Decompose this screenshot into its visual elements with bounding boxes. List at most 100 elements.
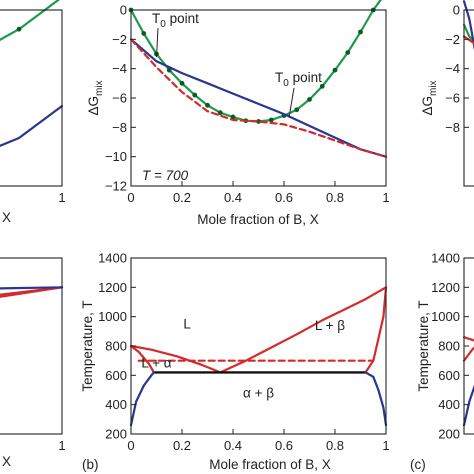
y-axis-label-sub: mix	[94, 80, 105, 96]
region-label-3: α + β	[243, 385, 274, 400]
y-tick-label: −4	[445, 61, 460, 76]
series-point	[141, 31, 147, 36]
temperature-annotation: T = 700	[142, 168, 189, 183]
t0-annotation-right-part: T	[275, 70, 283, 85]
series-point	[16, 26, 22, 32]
y-tick-label: 400	[438, 397, 460, 412]
y-tick-label: −12	[105, 179, 127, 194]
panel-label: (b)	[82, 457, 99, 472]
y-axis-label: ΔGmix	[420, 80, 439, 115]
x-tick-label: 0.2	[173, 438, 191, 453]
t0-annotation-right: T0 point	[275, 70, 322, 89]
y-tick-label: 600	[438, 368, 460, 383]
y-tick-label: 600	[105, 368, 127, 383]
x-tick-label: 1	[58, 190, 65, 205]
y-tick-label: −2	[445, 32, 460, 47]
series-line-1	[462, 336, 474, 342]
x-tick-label: 0.6	[275, 190, 293, 205]
y-tick-label: 0	[453, 3, 460, 18]
x-tick-label: 0	[127, 190, 134, 205]
series-line-7	[364, 371, 388, 427]
x-axis-label-fragment: X	[2, 210, 11, 225]
y-tick-label: 800	[105, 339, 127, 354]
series-point	[358, 29, 363, 35]
series-point	[307, 97, 312, 102]
t0-annotation-right-part: 0	[283, 78, 289, 89]
y-tick-label: 200	[105, 427, 127, 442]
y-tick-label: 800	[438, 339, 460, 354]
series-line-0	[0, 286, 64, 296]
x-tick-label: 1	[382, 190, 389, 205]
series-line-2	[462, 35, 474, 45]
series-line-2	[0, 286, 64, 290]
series-line-1	[0, 286, 64, 298]
y-tick-label: −8	[112, 120, 127, 135]
t0-annotation-left-part: T	[152, 11, 160, 26]
series-point	[230, 114, 236, 120]
x-tick-label: 0.8	[326, 190, 344, 205]
series-line-0	[0, 104, 64, 147]
y-tick-label: −6	[445, 91, 460, 106]
t0-pointer-right	[288, 87, 295, 118]
x-axis-label-fragment: X	[2, 454, 11, 469]
series-line-1	[0, 0, 61, 42]
series-line-1	[129, 38, 388, 158]
y-axis-label: ΔGmix	[86, 80, 105, 115]
y-tick-label: 1400	[431, 251, 460, 266]
y-tick-label: −6	[112, 91, 127, 106]
y-tick-label: 200	[438, 427, 460, 442]
plot-frame	[0, 257, 63, 435]
series-point	[319, 83, 325, 89]
plot-frame	[0, 9, 63, 187]
x-axis-label: Mole fraction of B, X	[209, 457, 331, 472]
y-tick-label: −8	[445, 120, 460, 135]
series-line-2	[129, 344, 155, 374]
y-axis-label: Temperature, T	[80, 300, 95, 391]
series-point	[192, 92, 198, 98]
series-line-1	[219, 286, 388, 374]
region-label-0: L	[183, 316, 191, 331]
series-line-6	[129, 371, 155, 427]
t0-annotation-right-part: point	[289, 70, 322, 85]
y-axis-label-main: ΔG	[86, 96, 101, 116]
t0-pointer-left	[156, 27, 159, 57]
series-point	[256, 119, 261, 124]
x-tick-label: 0.2	[173, 190, 191, 205]
y-tick-label: −4	[112, 61, 127, 76]
y-axis-label: Temperature, T	[416, 300, 431, 391]
series-point	[205, 102, 210, 108]
t0-annotation-left-part: point	[166, 11, 199, 26]
chart-bottom-middle: 0 0.2 0.4 0.6 0.8 1200400600800100012001400Te…	[80, 251, 390, 473]
x-tick-label: 1	[382, 438, 389, 453]
chart-top-left: 0.81X	[0, 0, 66, 225]
t0-annotation-left-part: 0	[160, 19, 166, 30]
series-line-2	[462, 384, 474, 427]
chart-top-right: 0 −2 −4 −6 −8 ΔGmix	[420, 0, 474, 187]
series-line-2	[129, 38, 388, 158]
chart-bottom-left: .81X	[0, 257, 66, 469]
y-tick-label: 1000	[98, 309, 127, 324]
series-point	[332, 67, 338, 73]
y-tick-label: 1000	[431, 309, 460, 324]
y-axis-label-sub: mix	[428, 80, 439, 96]
plot-frame	[130, 257, 387, 435]
panel-label: (c)	[410, 457, 426, 472]
region-label-2: L + α	[141, 355, 171, 370]
t0-annotation-left: T0 point	[152, 11, 199, 30]
series-point	[345, 50, 351, 55]
x-tick-label: 0.4	[224, 190, 242, 205]
y-tick-label: 400	[105, 397, 127, 412]
y-tick-label: 1200	[98, 280, 127, 295]
chart-top-middle: 0 0.2 0.4 0.6 0.8 1 0 −2 −4 −6 −8 −10 −12 ΔGmix Mole f…	[86, 0, 390, 227]
region-label-1: L + β	[315, 318, 345, 333]
x-tick-label: 0.6	[275, 438, 293, 453]
x-axis-label: Mole fraction of B, X	[197, 212, 319, 227]
x-tick-label: 1	[58, 438, 65, 453]
series-point	[294, 107, 300, 113]
series-point	[179, 80, 185, 86]
series-line-0	[462, 346, 474, 362]
series-point	[268, 117, 274, 123]
y-axis-label-main: ΔG	[420, 96, 435, 116]
